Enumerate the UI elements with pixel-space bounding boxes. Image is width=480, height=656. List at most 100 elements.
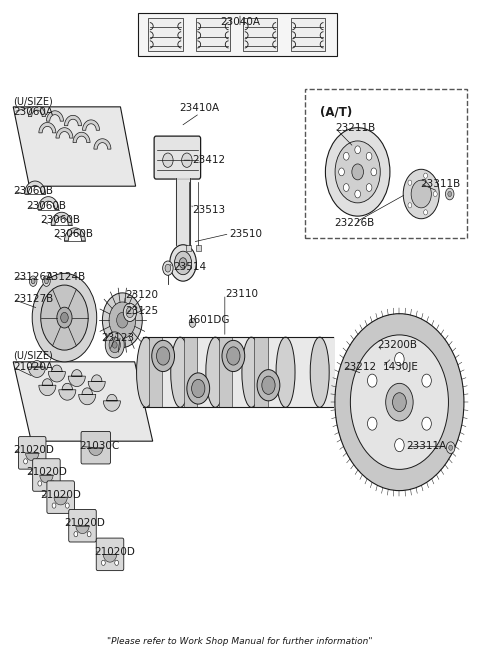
Polygon shape bbox=[64, 115, 82, 126]
Circle shape bbox=[163, 261, 173, 276]
Circle shape bbox=[257, 369, 280, 401]
Text: 23211B: 23211B bbox=[335, 123, 375, 133]
Circle shape bbox=[38, 481, 42, 486]
Circle shape bbox=[366, 152, 372, 160]
Polygon shape bbox=[103, 554, 117, 562]
Polygon shape bbox=[47, 111, 63, 121]
Circle shape bbox=[368, 374, 377, 387]
Circle shape bbox=[109, 302, 136, 338]
Circle shape bbox=[411, 180, 432, 208]
Ellipse shape bbox=[171, 337, 190, 407]
Bar bbox=[291, 18, 325, 51]
Text: 23212: 23212 bbox=[343, 362, 376, 372]
Circle shape bbox=[187, 373, 210, 404]
Circle shape bbox=[424, 173, 428, 178]
Bar bbox=[196, 18, 230, 51]
Polygon shape bbox=[13, 107, 136, 186]
Circle shape bbox=[170, 245, 196, 281]
Circle shape bbox=[395, 353, 404, 365]
Text: "Please refer to Work Shop Manual for further information": "Please refer to Work Shop Manual for fu… bbox=[107, 637, 373, 646]
Polygon shape bbox=[28, 106, 46, 117]
Circle shape bbox=[74, 531, 78, 537]
Ellipse shape bbox=[242, 337, 261, 407]
Circle shape bbox=[152, 340, 175, 371]
Text: 23060B: 23060B bbox=[13, 186, 53, 196]
Circle shape bbox=[343, 184, 349, 192]
Polygon shape bbox=[51, 213, 72, 225]
Polygon shape bbox=[56, 128, 73, 138]
Circle shape bbox=[325, 128, 390, 216]
Circle shape bbox=[60, 312, 68, 323]
Polygon shape bbox=[103, 394, 120, 411]
Circle shape bbox=[339, 168, 344, 176]
Polygon shape bbox=[68, 369, 85, 386]
Circle shape bbox=[109, 337, 120, 353]
Circle shape bbox=[156, 347, 170, 365]
Text: (U/SIZE): (U/SIZE) bbox=[13, 96, 53, 107]
Circle shape bbox=[343, 152, 349, 160]
Polygon shape bbox=[39, 123, 56, 133]
Bar bbox=[186, 245, 191, 251]
Circle shape bbox=[424, 210, 428, 215]
Circle shape bbox=[181, 153, 192, 167]
Circle shape bbox=[105, 332, 124, 358]
Polygon shape bbox=[64, 228, 85, 241]
Circle shape bbox=[352, 164, 363, 180]
Text: 23123: 23123 bbox=[101, 333, 134, 343]
Text: 23513: 23513 bbox=[192, 205, 226, 215]
Circle shape bbox=[366, 184, 372, 192]
Polygon shape bbox=[88, 375, 105, 392]
Circle shape bbox=[37, 459, 41, 464]
Text: 1601DG: 1601DG bbox=[188, 315, 230, 325]
Circle shape bbox=[52, 503, 56, 508]
FancyBboxPatch shape bbox=[69, 510, 96, 542]
Circle shape bbox=[45, 279, 48, 284]
Bar bbox=[184, 337, 197, 407]
Text: 23060A: 23060A bbox=[13, 107, 53, 117]
Circle shape bbox=[403, 169, 439, 218]
Ellipse shape bbox=[276, 337, 295, 407]
Circle shape bbox=[335, 141, 380, 203]
Polygon shape bbox=[89, 447, 103, 455]
Circle shape bbox=[262, 376, 275, 394]
Polygon shape bbox=[83, 120, 99, 131]
Text: 23311A: 23311A bbox=[406, 441, 446, 451]
Circle shape bbox=[422, 417, 432, 430]
Text: 23060B: 23060B bbox=[40, 215, 80, 225]
Circle shape bbox=[115, 560, 119, 565]
FancyBboxPatch shape bbox=[154, 136, 201, 179]
Circle shape bbox=[395, 439, 404, 452]
Polygon shape bbox=[25, 453, 39, 461]
Text: 23200B: 23200B bbox=[378, 340, 418, 350]
Bar bbox=[148, 18, 182, 51]
Polygon shape bbox=[28, 361, 46, 377]
FancyBboxPatch shape bbox=[33, 459, 60, 491]
Circle shape bbox=[393, 393, 406, 411]
Text: 21020D: 21020D bbox=[40, 489, 81, 499]
Text: 21020D: 21020D bbox=[94, 546, 135, 557]
Polygon shape bbox=[79, 388, 96, 405]
FancyBboxPatch shape bbox=[96, 538, 124, 571]
Polygon shape bbox=[76, 525, 89, 533]
Circle shape bbox=[31, 279, 35, 284]
Text: 23410A: 23410A bbox=[180, 104, 220, 113]
Text: 23040A: 23040A bbox=[220, 18, 260, 28]
Polygon shape bbox=[73, 133, 90, 142]
Ellipse shape bbox=[206, 337, 225, 407]
Text: 21020D: 21020D bbox=[26, 467, 67, 478]
Circle shape bbox=[179, 258, 187, 268]
Circle shape bbox=[123, 303, 137, 321]
Circle shape bbox=[102, 293, 142, 348]
Circle shape bbox=[57, 307, 72, 328]
Text: (A/T): (A/T) bbox=[320, 106, 352, 119]
Circle shape bbox=[448, 192, 452, 197]
Circle shape bbox=[433, 192, 437, 197]
Polygon shape bbox=[140, 337, 335, 407]
Text: 23127B: 23127B bbox=[13, 295, 53, 304]
Circle shape bbox=[355, 146, 360, 154]
Circle shape bbox=[126, 307, 134, 318]
Circle shape bbox=[355, 190, 360, 198]
Circle shape bbox=[175, 251, 192, 275]
Text: 23060B: 23060B bbox=[53, 230, 93, 239]
Bar bbox=[138, 13, 337, 56]
